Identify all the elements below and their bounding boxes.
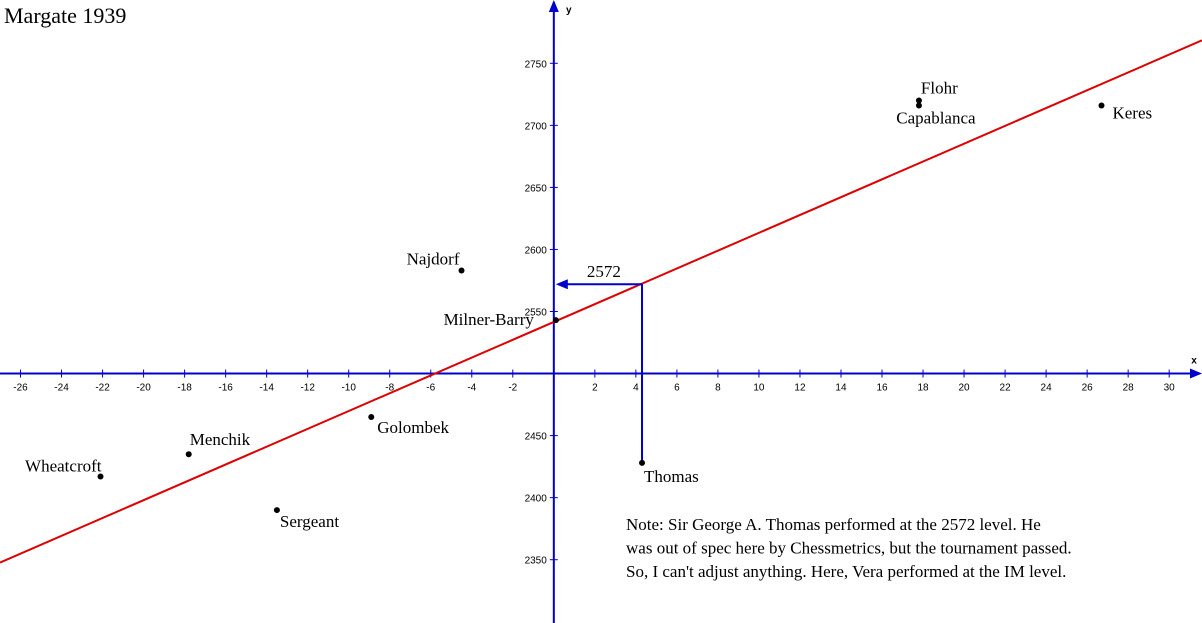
point <box>458 267 465 274</box>
x-tick-label: 8 <box>715 383 721 394</box>
x-tick-label: 4 <box>633 383 639 394</box>
x-tick-label: -26 <box>13 383 28 394</box>
x-tick-label: -14 <box>259 383 274 394</box>
point-label: Keres <box>1112 103 1152 122</box>
x-tick-label: 20 <box>958 383 970 394</box>
x-tick-label: 24 <box>1041 383 1053 394</box>
point <box>97 473 104 480</box>
x-tick-label: 6 <box>674 383 680 394</box>
note-line: Note: Sir George A. Thomas performed at … <box>626 515 1041 534</box>
point <box>273 507 280 514</box>
chart-title: Margate 1939 <box>4 3 126 28</box>
point-label: Golombek <box>377 418 449 437</box>
x-tick-label: -8 <box>385 383 394 394</box>
y-tick-label: 2700 <box>525 121 548 132</box>
x-axis-arrow <box>1190 368 1202 379</box>
point-label: Capablanca <box>896 108 976 127</box>
annotation-arrowhead <box>555 279 568 290</box>
x-tick-label: -10 <box>341 383 356 394</box>
y-tick-label: 2550 <box>525 308 548 319</box>
y-tick-label: 2650 <box>525 183 548 194</box>
note-line: was out of spec here by Chessmetrics, bu… <box>626 539 1072 558</box>
y-tick-label: 2600 <box>525 245 548 256</box>
point <box>552 317 559 324</box>
x-tick-label: 16 <box>876 383 888 394</box>
y-tick-label: 2750 <box>525 59 548 70</box>
point-label: Sergeant <box>280 512 339 531</box>
point-label: Najdorf <box>407 250 460 269</box>
x-tick-label: 18 <box>917 383 929 394</box>
point-label: Milner-Barry <box>444 310 535 329</box>
x-tick-label: -4 <box>467 383 476 394</box>
point <box>185 451 192 458</box>
x-tick-label: 14 <box>835 383 847 394</box>
x-tick-label: 26 <box>1082 383 1094 394</box>
point-label: Thomas <box>644 467 699 486</box>
x-tick-label: -6 <box>426 383 435 394</box>
x-tick-label: -16 <box>218 383 233 394</box>
x-tick-label: -22 <box>95 383 110 394</box>
point <box>915 102 922 109</box>
x-tick-label: -20 <box>136 383 151 394</box>
x-tick-label: 22 <box>1000 383 1012 394</box>
point <box>1098 102 1105 109</box>
x-tick-label: -12 <box>300 383 315 394</box>
point-label: Menchik <box>190 430 251 449</box>
note-line: So, I can't adjust anything. Here, Vera … <box>626 562 1066 581</box>
y-axis-label: y <box>566 5 572 16</box>
y-tick-label: 2450 <box>525 432 548 443</box>
point <box>915 97 922 104</box>
x-tick-label: -18 <box>177 383 192 394</box>
annotation-label: 2572 <box>587 262 621 281</box>
point-label: Wheatcroft <box>25 457 102 476</box>
trend-line <box>0 39 1202 564</box>
point <box>639 459 646 466</box>
x-tick-label: -2 <box>508 383 517 394</box>
y-axis-arrow <box>548 0 559 12</box>
y-tick-label: 2400 <box>525 494 548 505</box>
x-tick-label: 30 <box>1164 383 1176 394</box>
x-tick-label: 28 <box>1123 383 1135 394</box>
x-tick-label: 2 <box>592 383 598 394</box>
x-tick-label: -24 <box>54 383 69 394</box>
x-axis-label: x <box>1191 356 1197 367</box>
x-tick-label: 10 <box>753 383 765 394</box>
point-label: Flohr <box>921 79 958 98</box>
x-tick-label: 12 <box>794 383 806 394</box>
point <box>368 413 375 420</box>
y-tick-label: 2350 <box>525 556 548 567</box>
